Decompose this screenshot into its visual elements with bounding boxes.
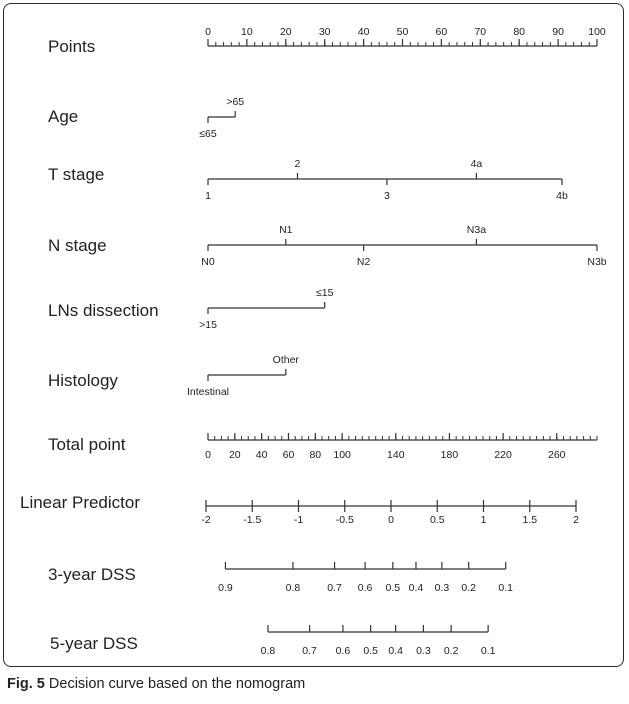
linear-predictor-tick-label: 0.5 [430,514,445,526]
t-stage-label: T stage [48,165,104,184]
age-tick-label: >65 [226,96,244,108]
lns-dissection-label: LNs dissection [48,301,159,320]
dss-3-year-tick-label: 0.8 [286,582,301,594]
figure-frame [3,3,624,667]
total-point-tick-label: 20 [229,449,241,461]
dss-3-year-tick-label: 0.5 [386,582,401,594]
total-point-tick-label: 60 [283,449,295,461]
dss-5-year-tick-label: 0.2 [444,645,459,657]
age-tick-label: ≤65 [199,128,217,140]
points-tick-label: 10 [241,26,253,38]
n-stage-tick-label: N3b [587,256,606,268]
points-tick-label: 60 [436,26,448,38]
linear-predictor-tick-label: 1.5 [522,514,537,526]
linear-predictor-tick-label: -1.5 [243,514,261,526]
dss-5-year-tick-label: 0.6 [336,645,351,657]
t-stage-tick-label: 1 [205,190,211,202]
histology-tick-label: Other [273,354,300,366]
dss-3-year-tick-label: 0.9 [218,582,233,594]
dss-3-year-tick-label: 0.1 [498,582,513,594]
caption-text: Decision curve based on the nomogram [48,676,306,692]
n-stage-tick-label: N1 [279,224,293,236]
dss-5-year-tick-label: 0.7 [302,645,317,657]
dss-3-year-label: 3-year DSS [48,565,136,584]
n-stage-label: N stage [48,236,107,255]
t-stage-tick-label: 3 [384,190,390,202]
linear-predictor-tick-label: 1 [481,514,487,526]
n-stage-tick-label: N0 [201,256,215,268]
dss-3-year-tick-label: 0.3 [435,582,450,594]
total-point-tick-label: 140 [387,449,405,461]
linear-predictor-label: Linear Predictor [20,493,140,512]
dss-5-year-tick-label: 0.4 [388,645,403,657]
total-point-tick-label: 220 [494,449,512,461]
linear-predictor-tick-label: -2 [201,514,210,526]
caption-label: Fig. 5 [7,676,45,692]
linear-predictor-tick-label: -1 [294,514,303,526]
t-stage-tick-label: 4b [556,190,568,202]
t-stage-tick-label: 4a [471,158,483,170]
dss-5-year-tick-label: 0.5 [363,645,378,657]
points-tick-label: 20 [280,26,292,38]
lns-dissection-tick-label: ≤15 [316,287,334,299]
total-point-label: Total point [48,435,126,454]
lns-dissection-tick-label: >15 [199,319,217,331]
n-stage-tick-label: N3a [467,224,486,236]
dss-5-year-tick-label: 0.1 [481,645,496,657]
dss-3-year-tick-label: 0.2 [461,582,476,594]
dss-3-year-tick-label: 0.7 [327,582,342,594]
total-point-tick-label: 80 [309,449,321,461]
total-point-tick-label: 260 [548,449,566,461]
points-tick-label: 90 [552,26,564,38]
points-tick-label: 100 [588,26,606,38]
linear-predictor-tick-label: 0 [388,514,394,526]
total-point-tick-label: 40 [256,449,268,461]
points-tick-label: 70 [474,26,486,38]
points-tick-label: 40 [358,26,370,38]
age-label: Age [48,107,78,126]
t-stage-tick-label: 2 [295,158,301,170]
dss-5-year-tick-label: 0.3 [416,645,431,657]
linear-predictor-tick-label: -0.5 [336,514,354,526]
figure-caption: Fig. 5 Decision curve based on the nomog… [7,676,305,692]
points-tick-label: 30 [319,26,331,38]
histology-tick-label: Intestinal [187,386,229,398]
n-stage-tick-label: N2 [357,256,371,268]
dss-3-year-tick-label: 0.6 [358,582,373,594]
points-tick-label: 80 [513,26,525,38]
dss-5-year-tick-label: 0.8 [261,645,276,657]
points-label: Points [48,37,95,56]
total-point-tick-label: 0 [205,449,211,461]
total-point-tick-label: 100 [333,449,351,461]
total-point-tick-label: 180 [441,449,459,461]
histology-label: Histology [48,371,118,390]
dss-3-year-tick-label: 0.4 [409,582,424,594]
linear-predictor-tick-label: 2 [573,514,579,526]
dss-5-year-label: 5-year DSS [50,634,138,653]
points-tick-label: 50 [397,26,409,38]
points-tick-label: 0 [205,26,211,38]
